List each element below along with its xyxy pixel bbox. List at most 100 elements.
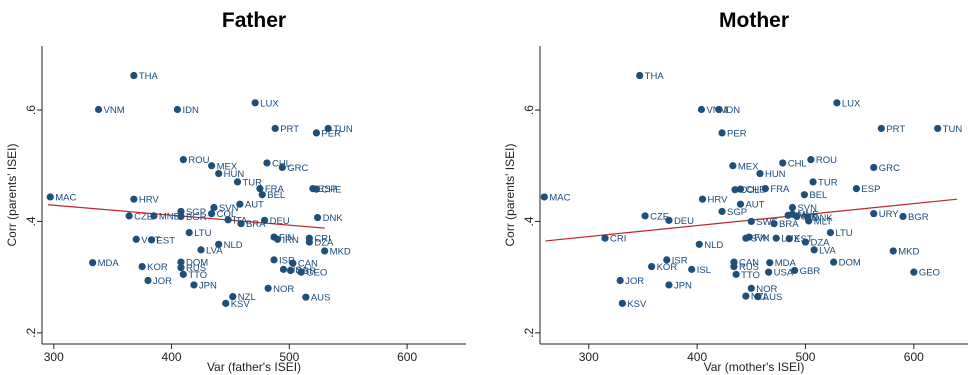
x-tick-label: 600: [904, 350, 924, 364]
data-label: USA: [774, 268, 794, 279]
data-label: VNM: [104, 105, 125, 116]
data-point-mac: [46, 193, 54, 201]
data-point-bgr: [899, 212, 907, 221]
data-label: TTO: [741, 270, 760, 281]
data-label: SGP: [727, 207, 747, 218]
data-point-cze: [125, 212, 133, 220]
data-label: RUS: [739, 262, 759, 273]
y-tick-label: .6: [24, 105, 38, 115]
data-label: MAC: [55, 192, 76, 203]
data-point-tha: [130, 71, 138, 80]
data-point-hrv: [130, 195, 138, 203]
data-point-bra: [770, 220, 778, 228]
data-point-cri: [601, 234, 609, 242]
data-label: ESP: [861, 184, 880, 195]
data-label: CRI: [314, 234, 330, 245]
data-point-vct: [132, 235, 140, 243]
data-label: DOM: [186, 258, 208, 269]
data-point-chl: [779, 159, 787, 167]
data-label: SVN: [219, 203, 239, 214]
data-point-dom: [177, 258, 185, 266]
data-point-chl: [263, 159, 271, 167]
data-point-gbr: [791, 266, 799, 275]
fit-line: [47, 204, 325, 229]
data-label: GRC: [879, 163, 900, 174]
data-point-gbr: [286, 266, 295, 275]
data-label: BRA: [779, 219, 799, 230]
data-point-sgp: [177, 207, 185, 216]
data-label: BEL: [267, 190, 285, 201]
x-tick-label: 400: [687, 350, 707, 364]
data-point-dza: [801, 238, 810, 246]
data-point-aut: [236, 200, 244, 208]
data-point-mne: [150, 212, 158, 220]
data-label: BEL: [809, 190, 827, 201]
data-point-nzl: [742, 292, 750, 300]
data-point-ury: [870, 210, 878, 218]
data-label: CHE: [745, 185, 765, 196]
x-axis-label: Var (mother's ISEI): [704, 360, 805, 374]
data-point-irn: [273, 235, 282, 243]
data-point-mex: [208, 162, 216, 170]
data-label: MKD: [330, 246, 351, 257]
data-point-ltu: [185, 228, 193, 237]
data-label: MDA: [775, 258, 797, 269]
chart-father: Father 300 400 500 600 .2 .4 .6 Var (father's IS…: [5, 9, 466, 374]
x-tick-label: 300: [44, 350, 64, 364]
data-point-geo: [297, 268, 305, 276]
data-label: AUT: [745, 200, 764, 211]
data-label: CZE: [134, 211, 153, 222]
data-label: DZA: [314, 238, 334, 249]
data-point-nor: [747, 284, 755, 292]
data-point-jpn: [190, 281, 198, 289]
data-label: ISL: [697, 265, 711, 276]
data-label: TUR: [818, 177, 838, 188]
data-point-hun: [756, 169, 764, 178]
data-point-kor: [648, 262, 656, 271]
data-label: CZE: [650, 211, 669, 222]
data-point-ksv: [222, 299, 230, 307]
data-point-jpn: [665, 281, 673, 289]
data-point-rou: [807, 156, 815, 164]
data-point-prt: [271, 124, 279, 133]
x-tick-label: 600: [397, 350, 417, 364]
data-point-svn: [210, 203, 218, 212]
data-label: IRN: [283, 235, 300, 246]
data-label: PER: [321, 128, 341, 139]
x-tick-label: 300: [579, 350, 599, 364]
data-point-est: [147, 236, 156, 244]
data-point-dnk: [314, 213, 322, 222]
data-point-vnm: [94, 105, 103, 114]
chart-mother: Mother 300 400 500 600 .2 .4 .6 Var (mother's IS…: [503, 9, 968, 374]
data-label: LVA: [819, 245, 836, 256]
data-label: DEU: [270, 216, 290, 227]
data-label: GBR: [296, 266, 317, 277]
data-label: JOR: [153, 276, 172, 287]
data-label: COL: [740, 185, 760, 196]
data-point-lva: [810, 246, 818, 254]
data-point-che: [736, 185, 745, 193]
data-label: ISR: [279, 255, 295, 266]
data-label: LUX: [260, 98, 279, 109]
data-point-lux: [772, 234, 780, 242]
data-label: DOM: [839, 258, 861, 269]
data-point-tur: [233, 178, 242, 186]
data-point-isr: [270, 256, 278, 264]
data-point-isr: [663, 256, 671, 264]
x-axis-label: Var (father's ISEI): [207, 360, 301, 374]
data-label: THA: [139, 71, 159, 82]
data-point-mex: [729, 162, 737, 170]
data-point-swe: [747, 217, 755, 226]
data-point-usa: [279, 265, 288, 273]
data-label: JPN: [199, 280, 217, 291]
y-axis-label: Corr (parents' ISEI): [5, 144, 19, 247]
data-point-aus: [302, 293, 310, 301]
data-label: FRA: [265, 184, 285, 195]
x-tick-label: 500: [795, 350, 815, 364]
data-point-cze: [641, 212, 649, 220]
data-point-idn: [173, 105, 182, 114]
data-point-aut: [736, 200, 745, 208]
data-label: MNE: [159, 211, 180, 222]
data-point-mda: [766, 259, 774, 267]
data-label: MKD: [898, 246, 919, 257]
